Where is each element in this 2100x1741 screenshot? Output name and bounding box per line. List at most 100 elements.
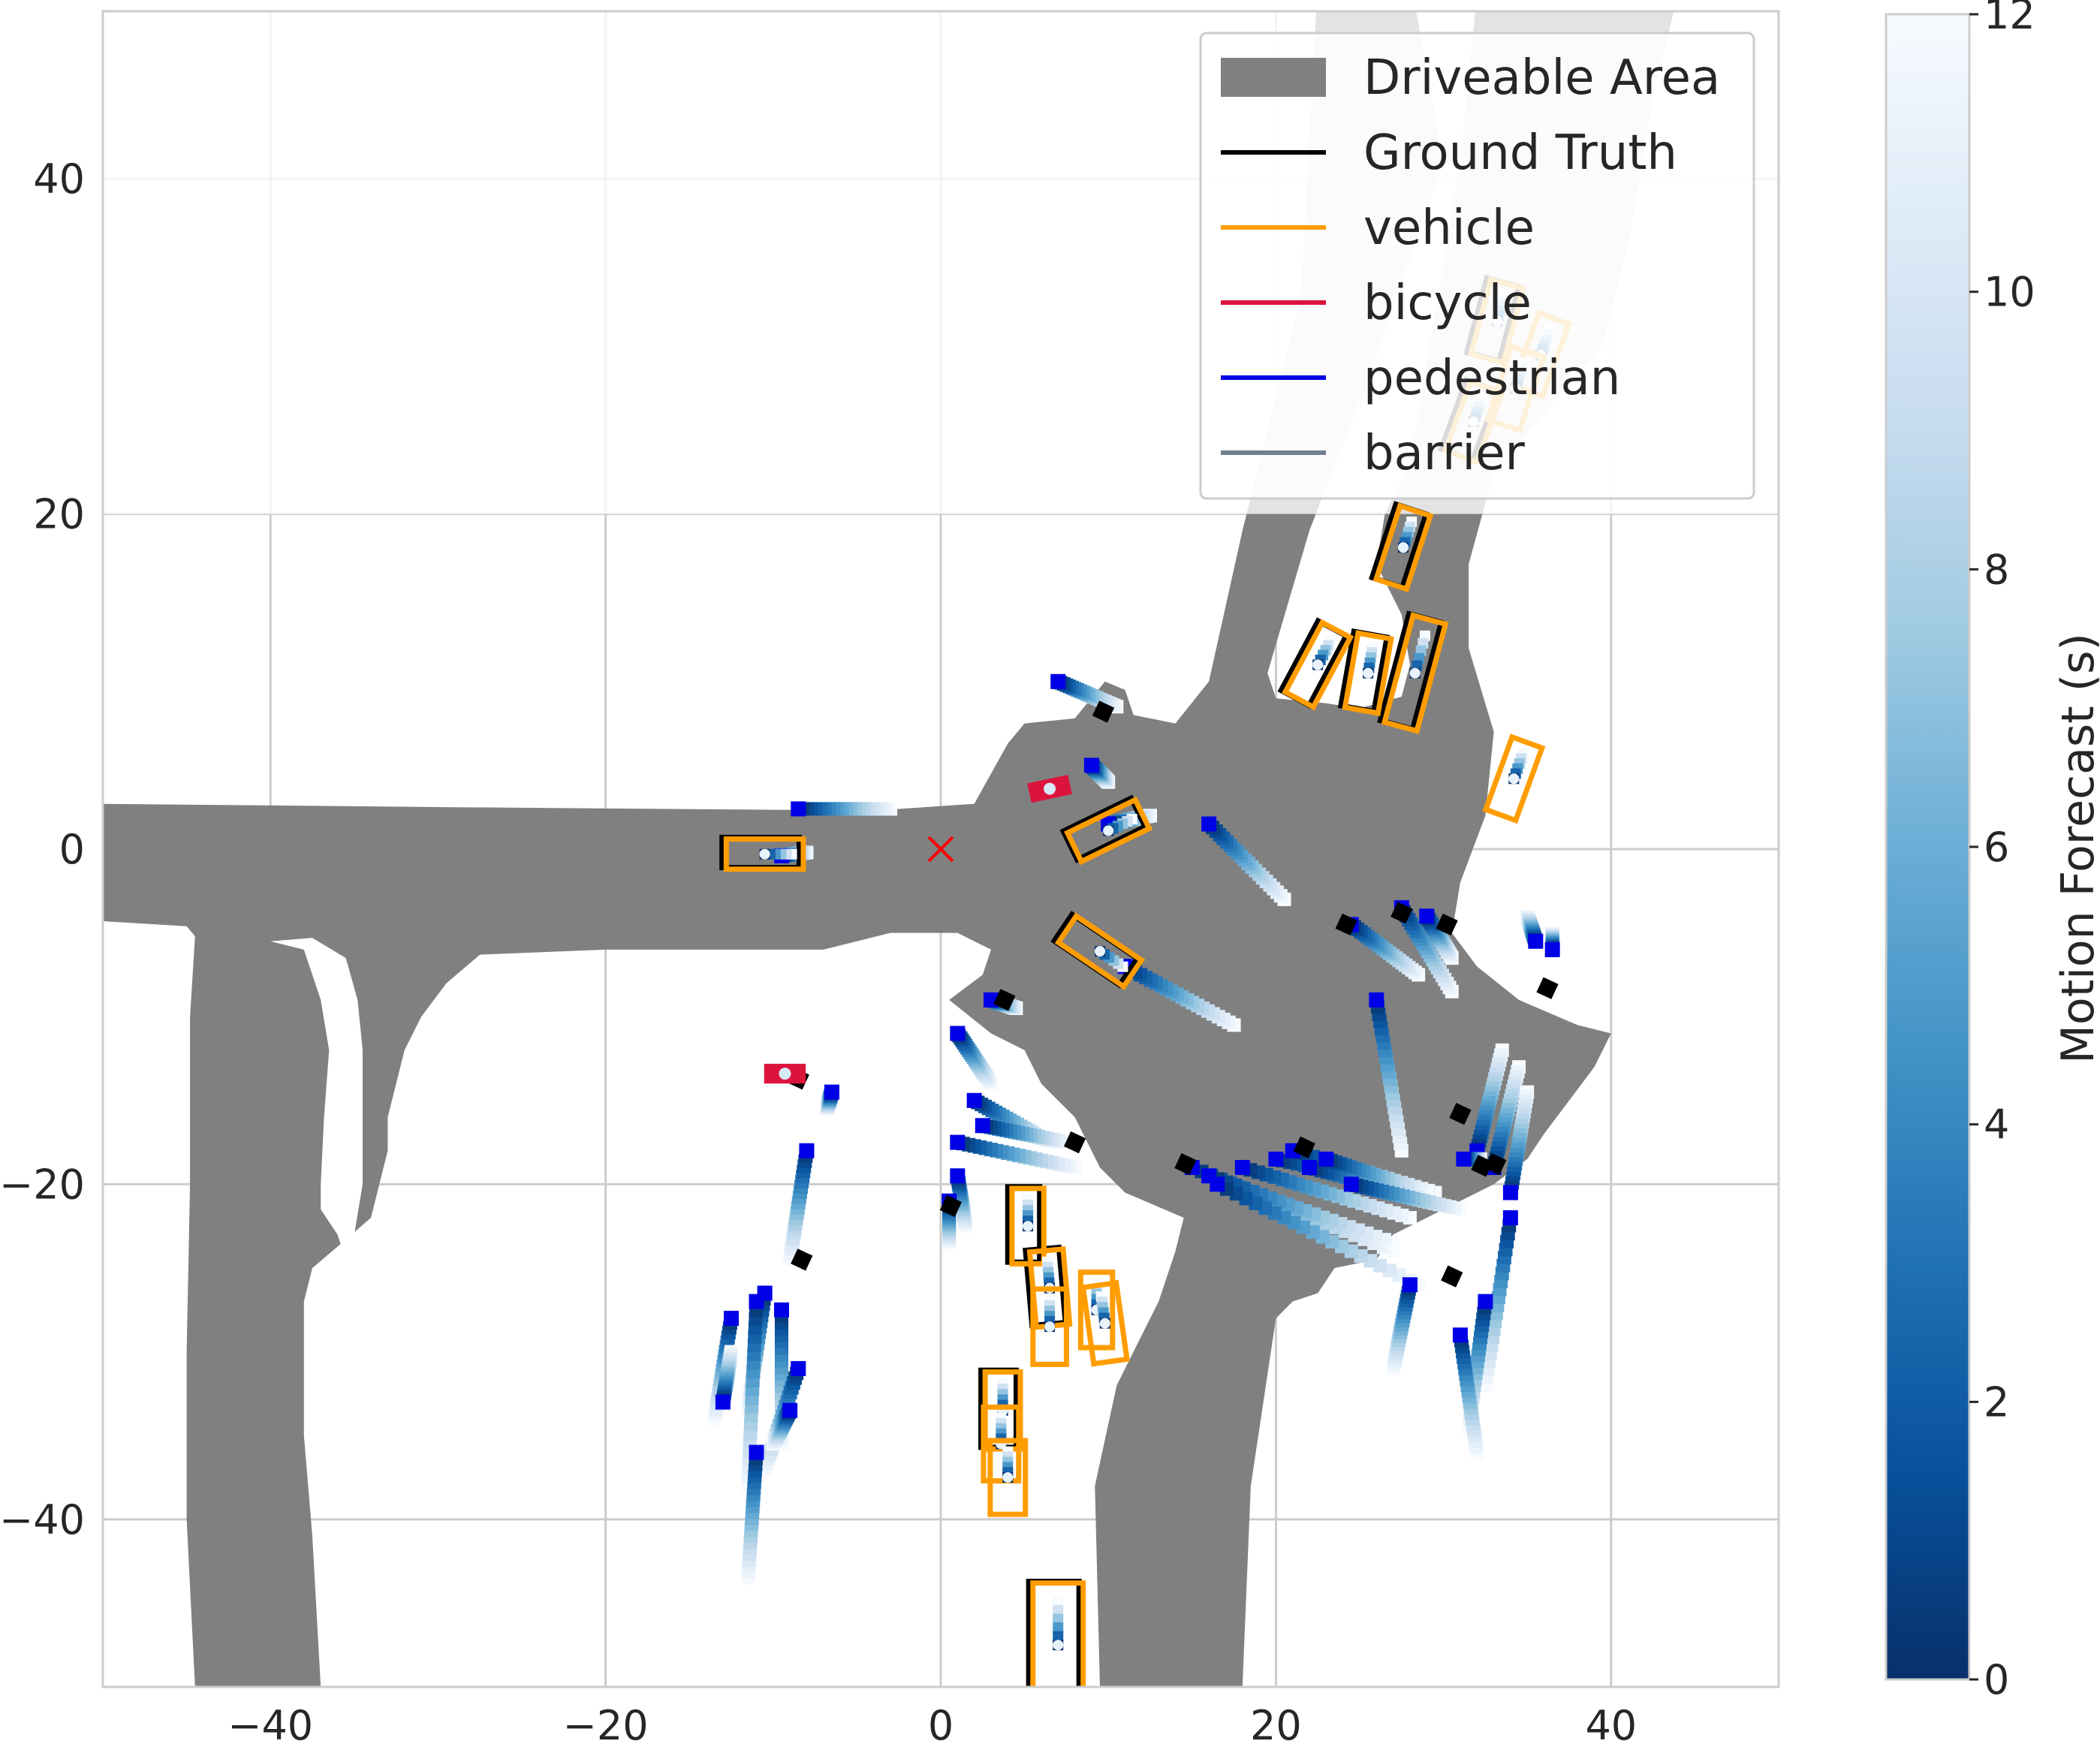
colorbar-ticks: 0 2 4 6 8 10 12 (1969, 0, 2035, 1703)
pedestrian-detection (749, 1444, 764, 1460)
vehicle-center-point (1053, 1640, 1064, 1651)
pedestrian-detection (791, 1360, 806, 1376)
pedestrian-detection (950, 1168, 966, 1184)
pedestrian-detection (1234, 1160, 1250, 1176)
colorbar-tick-label: 12 (1984, 0, 2035, 38)
pedestrian-detection (950, 1134, 966, 1150)
pedestrian-detection (1502, 1210, 1518, 1226)
pedestrian-detection (715, 1394, 731, 1410)
vehicle-box (981, 1404, 1022, 1483)
vehicle-box (1381, 612, 1449, 734)
ground-truth-pedestrian (791, 1249, 813, 1271)
ground-truth-pedestrian (1174, 1152, 1197, 1176)
pedestrian-detection (1452, 1327, 1468, 1343)
plot-frame (101, 10, 1780, 1688)
ground-truth-pedestrian (1441, 1265, 1463, 1288)
ground-truth-pedestrian (1436, 913, 1458, 936)
colorbar-label: Motion Forecast (s) (2052, 633, 2100, 1064)
x-tick-label: 0 (928, 1702, 954, 1741)
pedestrian-detection (1083, 758, 1099, 773)
legend-label: vehicle (1363, 200, 1535, 256)
non-driveable-island (270, 938, 363, 1260)
pedestrian-detection (1201, 816, 1217, 832)
pedestrian-detection (724, 1310, 739, 1326)
x-tick-label: −40 (227, 1702, 313, 1741)
vehicle-forecast-point (1053, 1604, 1064, 1616)
colorbar-tick-label: 10 (1984, 269, 2035, 316)
legend: Driveable Area Ground Truth vehicle bicycle… (1199, 32, 1755, 500)
legend-label: pedestrian (1363, 351, 1620, 406)
pedestrian-detection (1402, 1277, 1418, 1293)
pedestrian-detection (799, 1143, 815, 1158)
vehicle-center-point (1363, 667, 1374, 679)
vehicle-box (1080, 1279, 1130, 1367)
pedestrian-detection (966, 1092, 982, 1108)
colorbar-tick-label: 2 (1984, 1378, 2009, 1426)
ground-truth-pedestrian (1449, 1103, 1472, 1125)
x-axis-ticks: −40 −20 0 20 40 (227, 1702, 1637, 1741)
vehicle-center-point (1044, 1321, 1056, 1333)
vehicle-center-point (1099, 1318, 1110, 1329)
pedestrian-detection (1343, 1176, 1359, 1192)
colorbar-tick-label: 8 (1984, 546, 2009, 593)
y-axis-ticks: −40 −20 0 20 40 (0, 155, 85, 1544)
ground-truth-pedestrian (1293, 1136, 1315, 1158)
colorbar-tick-label: 0 (1984, 1656, 2009, 1703)
x-tick-label: 20 (1250, 1702, 1302, 1741)
vehicle-box (1372, 502, 1434, 593)
ground-truth-pedestrian (1092, 700, 1115, 723)
y-tick-label: −40 (0, 1496, 85, 1544)
colorbar-gradient (1885, 13, 1971, 1681)
legend-label: Driveable Area (1363, 50, 1720, 106)
pedestrian-detection (1544, 941, 1560, 957)
vehicle-center-point (1409, 667, 1421, 679)
vehicle-forecast-point (1053, 1613, 1064, 1625)
ground-truth-pedestrian (993, 989, 1016, 1011)
vehicle-box (1009, 1185, 1047, 1267)
x-tick-label: −20 (563, 1702, 649, 1741)
pedestrian-detection (1419, 908, 1435, 924)
pedestrian-detection (1210, 1176, 1225, 1192)
ground-truth-pedestrian (1484, 1152, 1507, 1176)
ego-vehicle-marker (927, 836, 954, 863)
colorbar-tick-label: 4 (1984, 1101, 2009, 1149)
pedestrian-detection (791, 801, 806, 817)
pedestrian-detection (1528, 933, 1544, 949)
legend-frame (1199, 32, 1755, 500)
x-tick-label: 40 (1585, 1702, 1637, 1741)
vehicle-center-point (1312, 659, 1324, 670)
vehicle-box (1077, 1270, 1116, 1351)
vehicle-box (1342, 630, 1394, 717)
pedestrian-detection (782, 1402, 798, 1418)
vehicle-forecast-point (1053, 1596, 1064, 1607)
pedestrian-detection (975, 1118, 990, 1134)
y-tick-label: 20 (33, 491, 85, 538)
vehicle-center-point (1023, 1221, 1034, 1232)
legend-label: bicycle (1363, 276, 1532, 331)
legend-swatch-patch (1221, 58, 1326, 97)
pedestrian-detection (1369, 992, 1384, 1008)
vehicle-box (1064, 796, 1153, 866)
vehicle-box (1482, 733, 1546, 824)
vehicle-box (1282, 619, 1354, 711)
vehicle-center-point (1095, 946, 1106, 957)
vehicle-center-point (1398, 542, 1409, 553)
vehicle-box (1030, 1286, 1069, 1367)
ground-truth-pedestrian (1471, 1155, 1493, 1177)
pedestrian-detection (1502, 1185, 1518, 1200)
pedestrian-detection (1050, 673, 1066, 689)
vehicle-center-point (1002, 1472, 1014, 1483)
y-tick-label: −20 (0, 1161, 85, 1208)
vehicle-box (987, 1438, 1029, 1517)
y-tick-label: 0 (59, 826, 85, 873)
pedestrian-detection (1302, 1160, 1318, 1176)
vehicle-box (1030, 1580, 1086, 1687)
vehicle-center-point (1508, 773, 1520, 785)
ground-truth-pedestrian (1390, 902, 1413, 924)
pedestrian-detection (749, 1294, 764, 1309)
ego-marker-stroke (927, 836, 954, 863)
colorbar-tick-label: 6 (1984, 824, 2009, 871)
y-tick-label: 40 (33, 155, 85, 203)
vehicle-center-point (1103, 825, 1114, 836)
